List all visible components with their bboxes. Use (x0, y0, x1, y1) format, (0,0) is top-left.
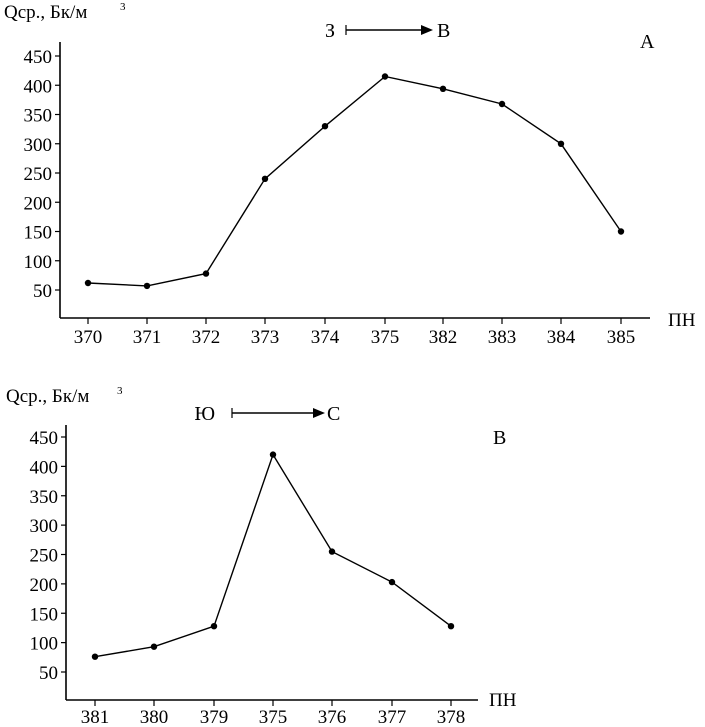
direction-from: З (325, 20, 335, 42)
chart-panel-1: 50 100 150 200 250 300 350 400 450 370 371 372 373 37… (4, 1, 696, 348)
y-tick-label: 450 (24, 47, 53, 68)
data-point (381, 73, 389, 80)
y-tick-label: 150 (30, 604, 59, 625)
x-axis-label: ПН (668, 310, 696, 331)
x-axis-label: ПН (489, 690, 517, 711)
y-tick-label: 350 (30, 487, 59, 508)
series-line (94, 452, 452, 658)
y-tick-label: 50 (39, 663, 58, 684)
direction-from: Ю (194, 403, 215, 425)
panel-label: B (493, 427, 506, 449)
y-tick-label: 200 (30, 575, 59, 596)
data-point (439, 85, 447, 93)
x-tick-label: 371 (133, 327, 162, 348)
data-point (557, 140, 565, 147)
y-tick-label: 300 (30, 516, 59, 537)
y-tick-label: 350 (24, 106, 53, 127)
data-point (84, 279, 92, 287)
direction-to: С (327, 403, 340, 425)
data-point (202, 270, 210, 277)
x-tick-label: 383 (488, 327, 517, 348)
x-tick-label: 379 (200, 707, 229, 727)
x-tick-label: 375 (259, 707, 288, 727)
y-tick-label: 400 (24, 76, 53, 97)
x-tick-label: 378 (437, 707, 466, 727)
y-axis-label-superscript: 3 (120, 1, 126, 13)
y-axis-label: Qср., Бк/м (6, 386, 89, 407)
data-point (388, 578, 396, 586)
x-tick-label: 382 (429, 327, 458, 348)
x-tick-label: 373 (251, 327, 280, 348)
y-tick-label: 250 (24, 164, 53, 185)
y-axis-label: Qср., Бк/м (4, 2, 87, 23)
x-tick-label: 372 (192, 327, 221, 348)
data-point (150, 643, 158, 650)
x-tick-label: 385 (607, 327, 636, 348)
x-tick-label: 375 (371, 327, 400, 348)
panel-label: A (640, 31, 655, 53)
data-point (261, 175, 269, 182)
y-tick-label: 100 (30, 634, 59, 655)
y-tick-label: 450 (30, 428, 59, 449)
data-point (210, 623, 218, 630)
data-point (617, 228, 625, 235)
data-point (143, 282, 151, 290)
chart-panel-2: 50 100 150 200 250 300 350 400 450 381 380 379 375 37… (6, 385, 517, 727)
data-point (91, 653, 99, 660)
x-tick-label: 380 (140, 707, 169, 727)
data-point (328, 548, 336, 555)
x-tick-label: 377 (378, 707, 407, 727)
data-point (447, 623, 455, 630)
x-tick-label: 384 (547, 327, 576, 348)
y-tick-label: 250 (30, 546, 59, 567)
x-tick-label: 376 (318, 707, 347, 727)
data-point (498, 100, 506, 108)
y-tick-label: 150 (24, 223, 53, 244)
y-tick-label: 200 (24, 193, 53, 214)
direction-arrow-head (313, 408, 325, 418)
series-line (87, 75, 622, 287)
y-tick-label: 50 (33, 281, 52, 302)
y-axis-label-superscript: 3 (117, 385, 123, 397)
x-tick-label: 381 (81, 707, 110, 727)
y-tick-label: 400 (30, 457, 59, 478)
data-point (269, 451, 277, 458)
x-tick-label: 370 (74, 327, 103, 348)
direction-arrow-head (421, 25, 433, 35)
y-tick-label: 100 (24, 252, 53, 273)
direction-to: В (437, 20, 450, 42)
x-tick-label: 374 (311, 327, 340, 348)
y-tick-label: 300 (24, 135, 53, 156)
data-point (321, 123, 329, 130)
